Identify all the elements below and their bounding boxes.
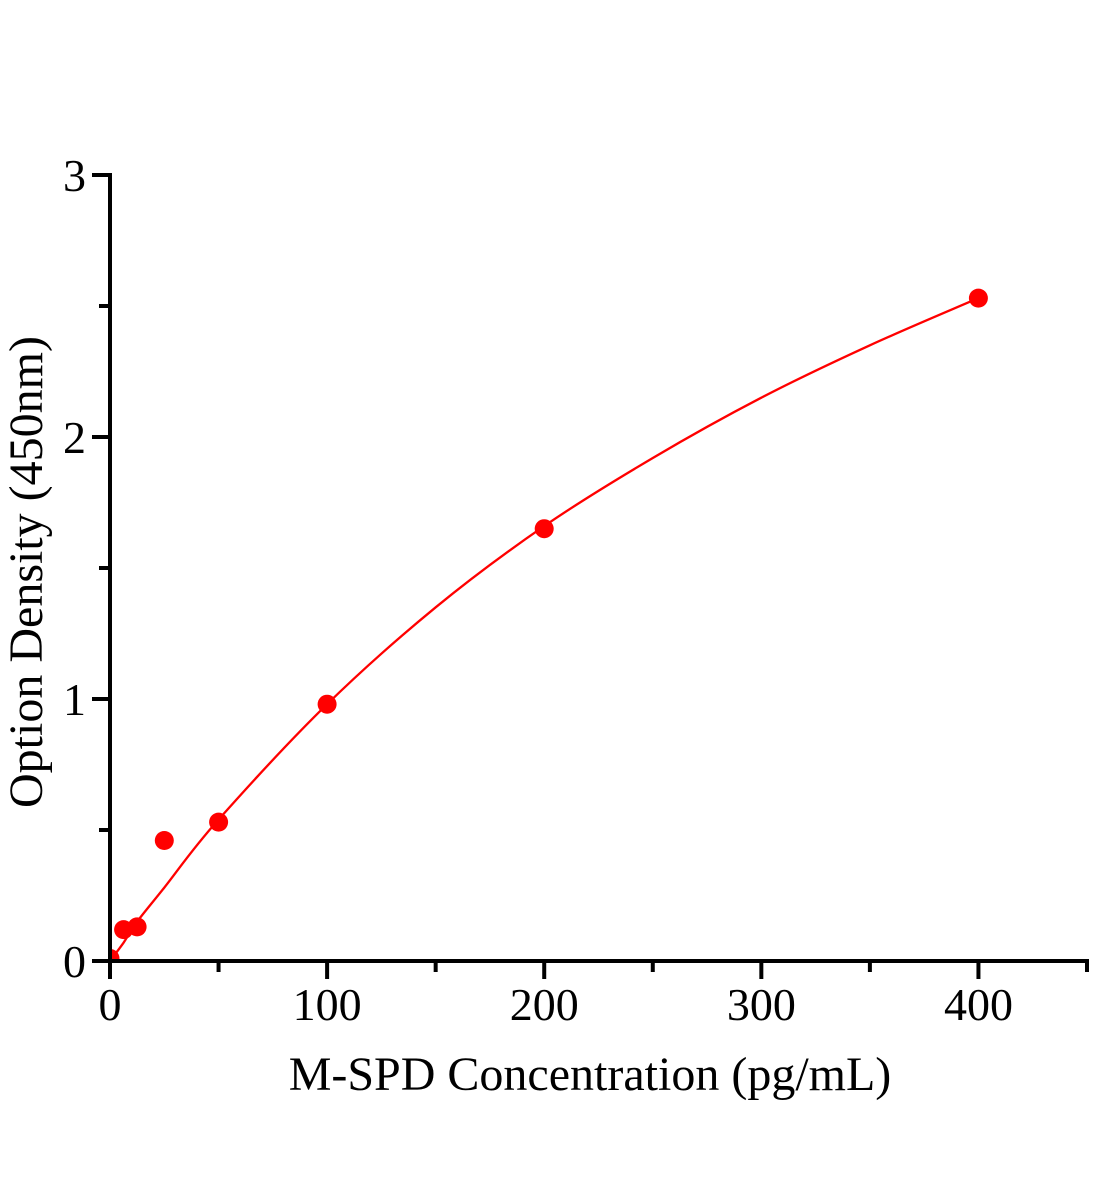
y-tick-label: 1 — [63, 674, 86, 725]
x-tick-label: 400 — [944, 979, 1013, 1030]
series-layer — [111, 288, 988, 961]
y-tick-label: 3 — [63, 150, 86, 201]
data-point — [154, 831, 174, 850]
data-point — [111, 948, 120, 961]
x-tick-label: 300 — [727, 979, 796, 1030]
data-point — [534, 519, 554, 539]
y-axis-title: Option Density (450nm) — [0, 336, 53, 808]
x-tick-label: 0 — [99, 979, 122, 1030]
y-tick-label: 2 — [63, 412, 86, 463]
x-axis-title: M-SPD Concentration (pg/mL) — [289, 1048, 892, 1101]
y-tick-label: 0 — [63, 936, 86, 987]
x-tick-label: 200 — [510, 979, 579, 1030]
data-point — [209, 812, 229, 832]
data-point — [317, 694, 337, 714]
fit-curve — [111, 297, 979, 961]
data-point — [968, 288, 988, 308]
x-tick-label: 100 — [293, 979, 362, 1030]
plot-layer: 0 100 200 300 400 0 1 2 3 — [63, 150, 1089, 1030]
data-point — [127, 917, 147, 937]
